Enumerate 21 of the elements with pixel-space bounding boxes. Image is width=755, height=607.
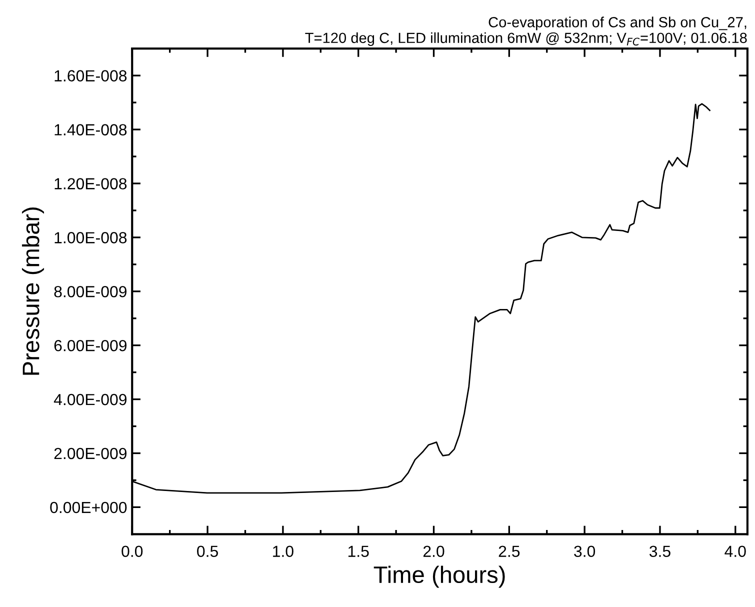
x-tick-label: 0.0 (122, 546, 143, 558)
y-axis-title: Pressure (mbar) (22, 208, 44, 375)
x-tick-label: 1.0 (273, 546, 294, 558)
x-tick-label: 4.0 (724, 546, 746, 558)
x-tick-label: 3.5 (649, 546, 670, 558)
x-tick-label: 2.5 (498, 546, 520, 558)
y-tick-label: 4.00E-009 (54, 394, 127, 406)
y-tick-label: 6.00E-009 (54, 340, 127, 352)
y-tick-label: 1.20E-008 (54, 178, 127, 190)
y-tick-label: 1.40E-008 (54, 124, 127, 136)
x-tick-label: 0.5 (197, 546, 218, 558)
y-tick-label: 1.00E-008 (54, 232, 127, 244)
y-tick-label: 1.60E-008 (54, 70, 127, 82)
x-tick-label: 3.0 (574, 546, 596, 558)
y-tick-label: 0.00E+000 (50, 502, 127, 514)
y-tick-label: 8.00E-009 (54, 286, 127, 298)
y-tick-label: 2.00E-009 (54, 448, 127, 460)
chart-title: Co-evaporation of Cs and Sb on Cu_27, T=120 deg C, LED illumination 6mW @ 532nm; V$_{FC}$=100V; 01.06.18 (305, 16, 747, 46)
x-axis-title: Time (hours) (374, 566, 505, 588)
x-tick-label: 2.0 (423, 546, 444, 558)
x-tick-label: 1.5 (348, 546, 369, 558)
